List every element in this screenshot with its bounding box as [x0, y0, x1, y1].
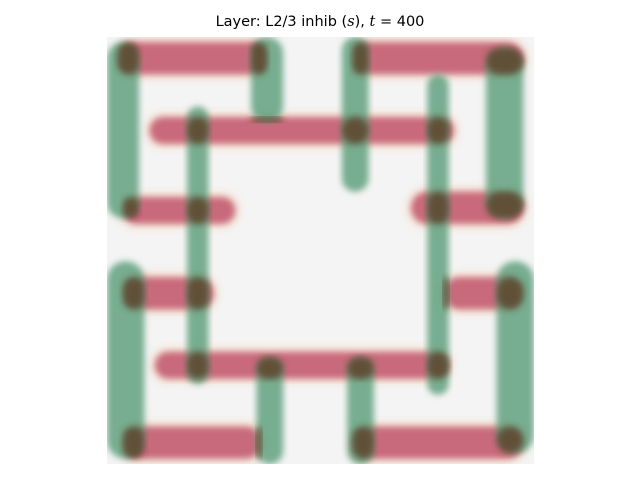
title-t-symbol: t: [369, 14, 376, 30]
horizontal-bar-0: [117, 42, 268, 75]
overlap-cell-3: [486, 47, 524, 75]
overlap-cell-22: [496, 426, 524, 454]
overlap-cell-12: [187, 277, 209, 310]
horizontal-bar-8: [123, 426, 262, 459]
overlap-cell-4: [251, 117, 284, 123]
vertical-bar-6: [107, 261, 145, 459]
overlap-cell-21: [256, 426, 262, 459]
overlap-layer: [117, 42, 524, 459]
overlap-cell-16: [187, 351, 209, 379]
overlap-cell-14: [443, 277, 449, 310]
overlap-cell-20: [123, 426, 145, 459]
overlap-cell-7: [427, 117, 449, 144]
horizontal-bar-1: [352, 42, 524, 75]
overlap-cell-8: [123, 197, 139, 219]
overlap-cell-13: [123, 277, 145, 310]
vertical-bar-7: [496, 261, 534, 454]
title-mid: ),: [354, 14, 370, 30]
overlap-cell-17: [427, 351, 449, 379]
title-symbol: s: [347, 14, 355, 30]
overlap-cell-5: [341, 117, 369, 144]
overlap-cell-10: [486, 191, 524, 219]
title-prefix: Layer: L2/3 inhib (: [215, 14, 348, 30]
overlap-cell-9: [187, 197, 209, 224]
horizontal-bar-3: [123, 197, 236, 224]
horizontal-bar-2: [149, 117, 454, 144]
vertical-bars-layer: [107, 37, 534, 464]
overlap-cell-23: [352, 426, 374, 459]
vertical-bar-8: [256, 357, 284, 464]
vertical-bar-5: [427, 74, 449, 395]
overlap-cell-11: [427, 191, 449, 224]
vertical-bar-0: [107, 42, 139, 219]
title-t-value: 400: [396, 14, 425, 30]
vertical-bar-4: [187, 106, 209, 385]
horizontal-bar-9: [352, 426, 524, 459]
overlap-cell-15: [496, 277, 524, 310]
horizontal-bar-7: [155, 351, 449, 379]
chart-title: Layer: L2/3 inhib (s), t = 400: [0, 14, 640, 30]
plot-background: [107, 37, 534, 464]
overlap-cell-18: [256, 357, 284, 379]
vertical-bar-3: [486, 47, 524, 219]
overlap-cell-2: [352, 42, 369, 75]
overlap-cell-6: [187, 117, 209, 144]
overlap-cell-0: [117, 42, 140, 75]
overlap-cell-19: [347, 357, 374, 379]
overlap-cell-1: [251, 42, 268, 75]
title-eq: =: [375, 14, 397, 30]
vertical-bar-2: [341, 37, 369, 192]
